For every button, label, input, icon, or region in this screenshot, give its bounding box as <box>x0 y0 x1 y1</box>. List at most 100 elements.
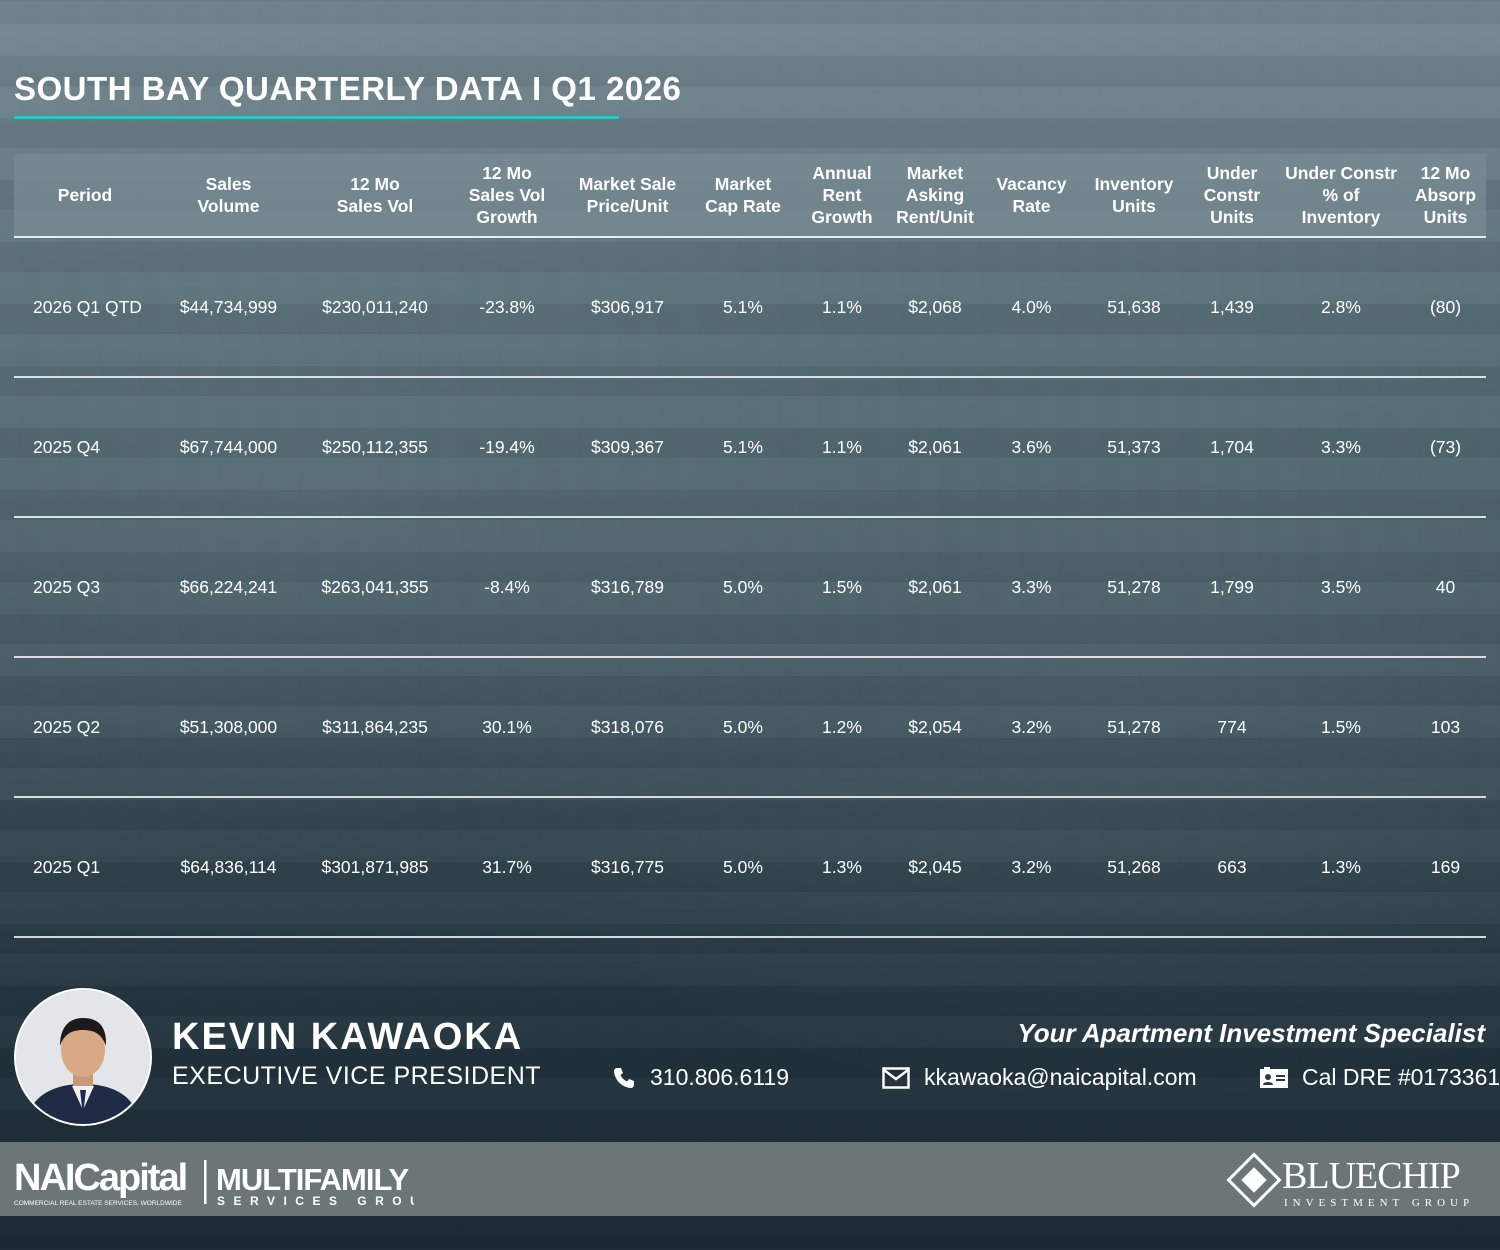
cell-under-constr-pct: 3.3% <box>1277 377 1405 518</box>
cell-inventory-units: 51,373 <box>1081 377 1187 518</box>
cell-sale-price-unit: $316,775 <box>565 797 690 938</box>
email-address: kkawaoka@naicapital.com <box>924 1064 1197 1090</box>
cell-sales-vol-growth: 31.7% <box>449 797 565 938</box>
header-cap-rate-text: Market Cap Rate <box>705 174 781 216</box>
svg-text:NAICapital: NAICapital <box>14 1157 186 1199</box>
cell-inventory-units: 51,638 <box>1081 237 1187 378</box>
cell-cap-rate: 5.1% <box>690 237 796 378</box>
title-underline <box>14 116 619 119</box>
cell-under-constr-pct: 3.5% <box>1277 517 1405 658</box>
header-absorp-units-text: 12 Mo Absorp Units <box>1414 163 1477 227</box>
cell-12mo-sales-vol: $250,112,355 <box>301 377 449 518</box>
cell-sale-price-unit: $309,367 <box>565 377 690 518</box>
cell-12mo-sales-vol: $301,871,985 <box>301 797 449 938</box>
cell-rent-growth: 1.2% <box>796 657 888 798</box>
footer-logo-bar: NAICapital COMMERCIAL REAL ESTATE SERVIC… <box>0 1142 1500 1216</box>
license-info: Cal DRE #01733613 <box>1260 1064 1500 1091</box>
cell-under-constr-units: 663 <box>1187 797 1277 938</box>
header-under-constr-units: Under Constr Units <box>1187 154 1277 238</box>
cell-rent-growth: 1.3% <box>796 797 888 938</box>
cell-sales-volume: $67,744,000 <box>156 377 301 518</box>
cell-under-constr-units: 1,704 <box>1187 377 1277 518</box>
table-row: 2025 Q3 $66,224,241 $263,041,355 -8.4% $316,… <box>14 517 1486 658</box>
svg-text:SERVICES GROUP: SERVICES GROUP <box>217 1194 414 1208</box>
cell-sales-vol-growth: -8.4% <box>449 517 565 658</box>
page-title: SOUTH BAY QUARTERLY DATA I Q1 2026 <box>14 70 682 107</box>
cell-absorp-units: 40 <box>1405 517 1486 658</box>
cell-sales-volume: $64,836,114 <box>156 797 301 938</box>
cell-absorp-units: (80) <box>1405 237 1486 378</box>
cell-inventory-units: 51,278 <box>1081 657 1187 798</box>
cell-cap-rate: 5.1% <box>690 377 796 518</box>
avatar-portrait <box>16 990 150 1124</box>
header-sales-volume: Sales Volume <box>156 154 301 238</box>
cell-under-constr-units: 1,439 <box>1187 237 1277 378</box>
table-row: 2025 Q1 $64,836,114 $301,871,985 31.7% $316,… <box>14 797 1486 938</box>
cell-rent-growth: 1.1% <box>796 237 888 378</box>
cell-under-constr-pct: 2.8% <box>1277 237 1405 378</box>
cell-12mo-sales-vol: $230,011,240 <box>301 237 449 378</box>
header-under-constr-pct: Under Constr % of Inventory <box>1277 154 1405 238</box>
cell-inventory-units: 51,278 <box>1081 517 1187 658</box>
cell-asking-rent-unit: $2,068 <box>888 237 982 378</box>
table-row: 2026 Q1 QTD $44,734,999 $230,011,240 -23.8%… <box>14 237 1486 378</box>
cell-period: 2025 Q3 <box>14 517 156 658</box>
header-12mo-sales-vol: 12 Mo Sales Vol <box>301 154 449 238</box>
cell-12mo-sales-vol: $263,041,355 <box>301 517 449 658</box>
cell-period: 2026 Q1 QTD <box>14 237 156 378</box>
cell-absorp-units: (73) <box>1405 377 1486 518</box>
cell-vacancy-rate: 4.0% <box>982 237 1081 378</box>
header-sale-price-unit: Market Sale Price/Unit <box>565 154 690 238</box>
header-asking-rent-unit-text: Market Asking Rent/Unit <box>896 163 974 227</box>
agent-tagline: Your Apartment Investment Specialist <box>1017 1018 1485 1048</box>
header-absorp-units: 12 Mo Absorp Units <box>1405 154 1486 238</box>
table-row: 2025 Q4 $67,744,000 $250,112,355 -19.4% $309… <box>14 377 1486 518</box>
email-contact[interactable]: kkawaoka@naicapital.com <box>882 1064 1197 1091</box>
cell-asking-rent-unit: $2,061 <box>888 517 982 658</box>
cell-inventory-units: 51,268 <box>1081 797 1187 938</box>
cell-under-constr-units: 1,799 <box>1187 517 1277 658</box>
cell-vacancy-rate: 3.2% <box>982 657 1081 798</box>
quarterly-data-table-container: Period Sales Volume 12 Mo Sales Vol 12 M… <box>14 154 1486 938</box>
header-asking-rent-unit: Market Asking Rent/Unit <box>888 154 982 238</box>
header-under-constr-pct-text: Under Constr % of Inventory <box>1285 163 1397 227</box>
table-header-row: Period Sales Volume 12 Mo Sales Vol 12 M… <box>14 154 1486 238</box>
svg-text:BLUECHIP: BLUECHIP <box>1282 1155 1460 1197</box>
cell-sales-volume: $66,224,241 <box>156 517 301 658</box>
header-vacancy-rate-text: Vacancy Rate <box>996 174 1067 216</box>
header-sale-price-unit-text: Market Sale Price/Unit <box>578 174 677 216</box>
cell-under-constr-pct: 1.5% <box>1277 657 1405 798</box>
cell-rent-growth: 1.1% <box>796 377 888 518</box>
svg-text:COMMERCIAL REAL ESTATE SERVICE: COMMERCIAL REAL ESTATE SERVICES, WORLDWI… <box>14 1200 182 1207</box>
svg-text:INVESTMENT GROUP: INVESTMENT GROUP <box>1284 1197 1474 1209</box>
cell-sales-volume: $51,308,000 <box>156 657 301 798</box>
cell-absorp-units: 103 <box>1405 657 1486 798</box>
header-under-constr-units-text: Under Constr Units <box>1203 163 1261 227</box>
cell-sale-price-unit: $306,917 <box>565 237 690 378</box>
cell-vacancy-rate: 3.3% <box>982 517 1081 658</box>
cell-sales-vol-growth: -19.4% <box>449 377 565 518</box>
phone-contact[interactable]: 310.806.6119 <box>612 1064 789 1091</box>
cell-sales-vol-growth: 30.1% <box>449 657 565 798</box>
cell-sale-price-unit: $318,076 <box>565 657 690 798</box>
header-rent-growth: Annual Rent Growth <box>796 154 888 238</box>
cell-sale-price-unit: $316,789 <box>565 517 690 658</box>
license-number: Cal DRE #01733613 <box>1302 1064 1500 1090</box>
cell-period: 2025 Q4 <box>14 377 156 518</box>
header-inventory-units-text: Inventory Units <box>1094 174 1174 216</box>
cell-absorp-units: 169 <box>1405 797 1486 938</box>
header-sales-vol-growth: 12 Mo Sales Vol Growth <box>449 154 565 238</box>
cell-asking-rent-unit: $2,045 <box>888 797 982 938</box>
cell-under-constr-pct: 1.3% <box>1277 797 1405 938</box>
header-period: Period <box>14 154 156 238</box>
phone-number: 310.806.6119 <box>650 1064 789 1090</box>
header-sales-vol-growth-text: 12 Mo Sales Vol Growth <box>468 163 546 227</box>
agent-name: KEVIN KAWAOKA <box>172 1016 524 1058</box>
id-card-icon <box>1260 1066 1288 1088</box>
cell-cap-rate: 5.0% <box>690 517 796 658</box>
agent-role: EXECUTIVE VICE PRESIDENT <box>172 1062 542 1090</box>
header-vacancy-rate: Vacancy Rate <box>982 154 1081 238</box>
quarterly-data-table: Period Sales Volume 12 Mo Sales Vol 12 M… <box>14 154 1486 938</box>
header-sales-volume-text: Sales Volume <box>197 174 260 216</box>
cell-cap-rate: 5.0% <box>690 797 796 938</box>
